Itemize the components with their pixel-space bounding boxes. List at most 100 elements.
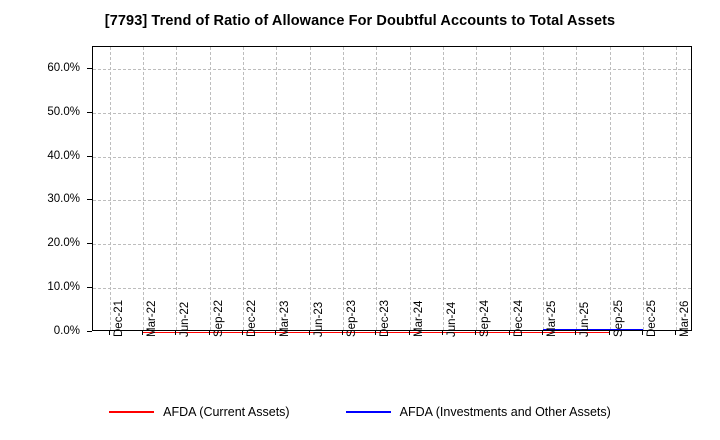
x-tick-label: Mar-24 (412, 300, 425, 337)
x-tick-label: Sep-22 (212, 299, 225, 337)
series-segment-afda-investments-other-assets (576, 328, 610, 330)
y-tick-label: 50.0% (47, 105, 80, 118)
series-segment-afda-current-assets (276, 331, 310, 333)
plot-area (92, 46, 692, 333)
gridline-vertical (576, 47, 578, 330)
x-tick-label: Mar-25 (546, 300, 558, 337)
gridline-vertical (676, 47, 678, 330)
gridlines (93, 47, 691, 330)
gridline-vertical (176, 47, 178, 330)
series-segment-afda-investments-other-assets (543, 328, 577, 330)
gridline-vertical (309, 47, 311, 330)
series-segment-afda-current-assets (343, 331, 377, 333)
y-tick-label: 20.0% (47, 237, 80, 250)
gridline-vertical (209, 47, 211, 330)
legend-swatch-red (109, 411, 155, 413)
gridline-horizontal (93, 68, 691, 70)
x-tick-mark (675, 331, 677, 335)
gridline-vertical (543, 47, 544, 330)
y-tick-label: 40.0% (47, 149, 80, 162)
x-tick-label: Dec-21 (112, 299, 125, 337)
y-tick-mark (87, 111, 92, 113)
legend-item-afda-current-assets: AFDA (Current Assets) (109, 405, 290, 419)
x-tick-mark (242, 331, 243, 335)
y-tick-label: 10.0% (47, 281, 80, 294)
series-segment-afda-current-assets (576, 331, 610, 333)
gridline-horizontal (93, 200, 691, 202)
x-tick-mark (142, 331, 143, 335)
series-segment-afda-current-assets (543, 331, 577, 333)
x-tick-label: Mar-26 (679, 300, 692, 337)
x-tick-label: Dec-22 (246, 299, 258, 337)
legend-item-afda-investments-other-assets: AFDA (Investments and Other Assets) (345, 405, 611, 419)
x-tick-label: Jun-23 (312, 301, 325, 337)
y-tick-mark (87, 155, 92, 157)
series-segment-afda-current-assets (509, 331, 543, 333)
series-segment-afda-current-assets (443, 331, 477, 333)
legend-swatch-blue (345, 411, 391, 413)
x-tick-mark (175, 331, 177, 335)
x-tick-label: Dec-24 (512, 299, 525, 337)
x-tick-mark (608, 331, 610, 335)
gridline-horizontal (93, 288, 691, 290)
x-tick-mark (108, 331, 110, 335)
legend-label-afda-investments-other-assets: AFDA (Investments and Other Assets) (399, 405, 611, 419)
series-segment-afda-current-assets (176, 331, 210, 333)
series-segment-afda-current-assets (309, 331, 343, 333)
x-tick-mark (208, 331, 210, 335)
x-tick-mark (642, 331, 643, 335)
x-tick-mark (542, 331, 543, 335)
legend-label-afda-current-assets: AFDA (Current Assets) (163, 405, 290, 419)
gridline-vertical (409, 47, 411, 330)
series-segment-afda-current-assets (376, 331, 410, 333)
gridline-vertical (609, 47, 611, 330)
x-tick-label: Mar-23 (279, 300, 292, 337)
x-tick-label: Jun-25 (579, 301, 592, 337)
series-segment-afda-investments-other-assets (609, 328, 643, 330)
y-tick-mark (87, 67, 92, 69)
series-segment-afda-current-assets (143, 331, 177, 333)
x-axis-labels: Dec-21 Mar-22 Jun-22 Sep-22 Dec-22 Mar-23 Jun-… (92, 300, 692, 401)
gridline-vertical (376, 47, 378, 330)
x-tick-mark (475, 331, 477, 335)
series-segment-afda-current-assets (209, 331, 243, 333)
series-segment-afda-current-assets (409, 331, 443, 333)
x-tick-mark (342, 331, 343, 335)
x-tick-mark (275, 331, 277, 335)
gridline-horizontal (93, 112, 691, 114)
gridline-vertical (343, 47, 344, 330)
y-tick-label: 0.0% (53, 325, 80, 337)
x-tick-label: Dec-25 (646, 299, 658, 337)
gridline-vertical (476, 47, 478, 330)
y-axis-labels: 0.0% 10.0% 20.0% 30.0% 40.0% 50.0% 60.0% (0, 46, 86, 337)
y-tick-mark (87, 199, 92, 201)
y-tick-mark (87, 243, 92, 245)
gridline-vertical (643, 47, 644, 330)
x-tick-mark (375, 331, 377, 335)
chart-title: [7793] Trend of Ratio of Allowance For D… (104, 13, 616, 29)
gridline-vertical (109, 47, 111, 330)
gridline-vertical (143, 47, 144, 330)
y-tick-label: 30.0% (47, 193, 80, 206)
x-tick-mark (442, 331, 443, 335)
chart-legend: AFDA (Current Assets) AFDA (Investments … (0, 405, 720, 419)
gridline-vertical (243, 47, 244, 330)
x-tick-label: Sep-24 (479, 299, 492, 337)
x-tick-mark (408, 331, 410, 335)
x-tick-mark (308, 331, 310, 335)
y-tick-mark (87, 287, 92, 289)
x-tick-mark (575, 331, 577, 335)
gridline-vertical (443, 47, 444, 330)
x-tick-mark (508, 331, 510, 335)
y-tick-mark (87, 331, 92, 332)
gridline-vertical (509, 47, 511, 330)
x-tick-label: Mar-22 (146, 300, 158, 337)
gridline-horizontal (93, 244, 691, 246)
x-tick-label: Jun-24 (446, 301, 458, 337)
gridline-vertical (276, 47, 278, 330)
gridline-horizontal (93, 156, 691, 158)
x-tick-label: Sep-25 (612, 299, 625, 337)
x-tick-label: Sep-23 (346, 299, 358, 337)
series-layer (93, 47, 691, 333)
